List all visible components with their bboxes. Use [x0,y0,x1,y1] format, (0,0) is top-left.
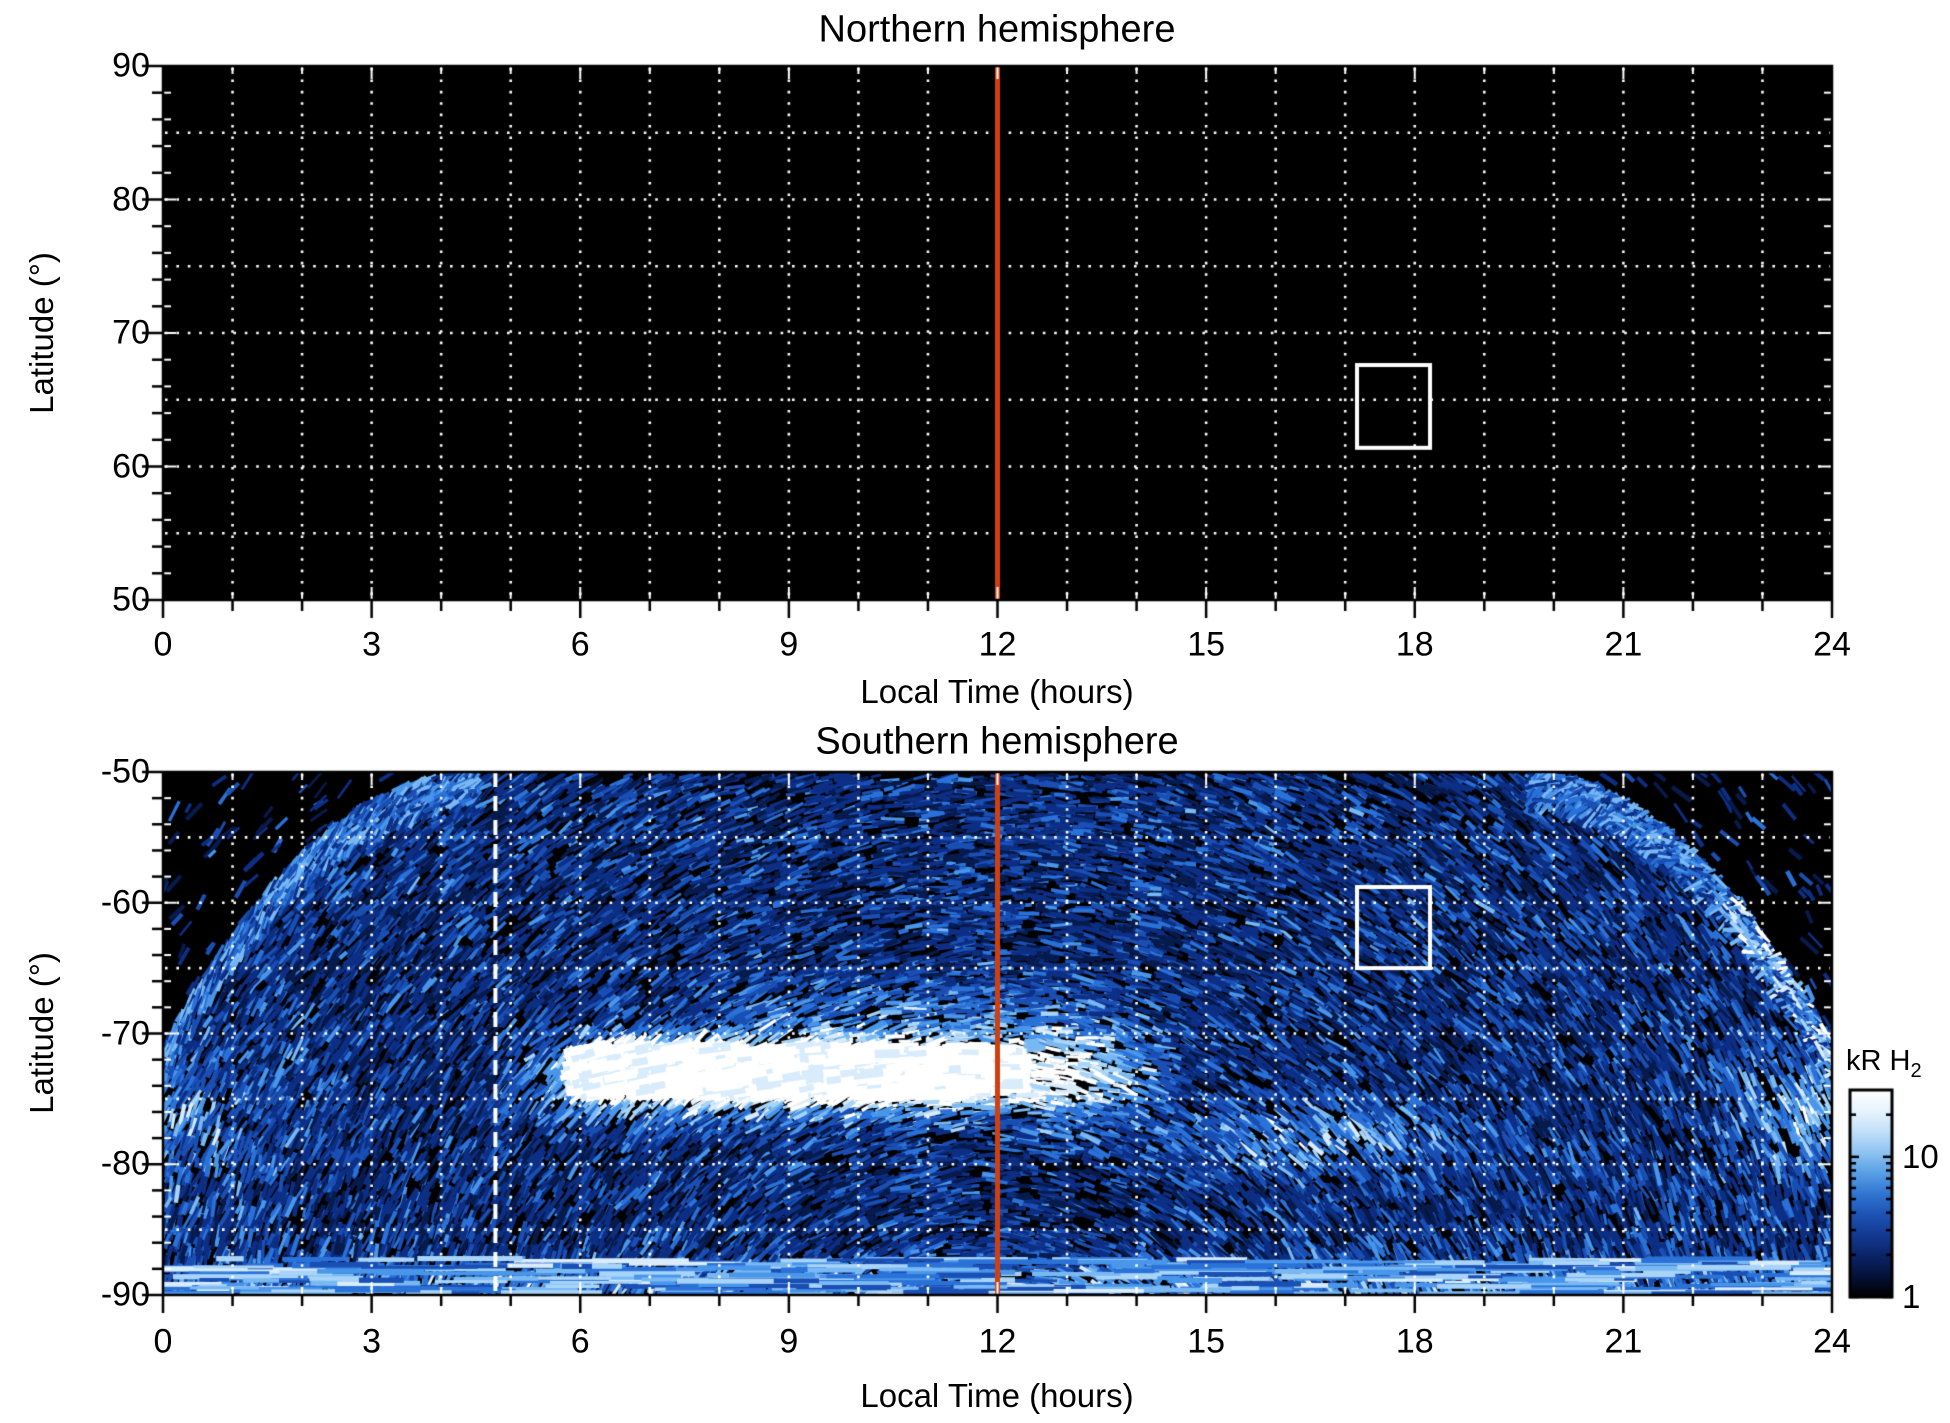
colorbar-title-main: kR H [1846,1045,1911,1078]
y-tick-label: -70 [100,1014,150,1052]
x-tick-label: 6 [570,625,590,664]
north-x-axis-title: Local Time (hours) [860,673,1134,710]
north-y-axis-title: Latitude (°) [23,252,60,414]
x-tick-label: 21 [1604,1322,1643,1361]
colorbar-title-subscript: 2 [1910,1059,1922,1082]
x-tick-label: 9 [779,625,799,664]
y-tick-label: -80 [100,1144,150,1183]
y-tick-label: 60 [112,447,150,485]
colorbar-tick-label: 10 [1902,1137,1939,1175]
x-tick-label: 15 [1187,625,1226,664]
south-x-axis-title: Local Time (hours) [860,1377,1134,1414]
colorbar-title: kR H2 [1846,1045,1922,1083]
x-tick-label: 15 [1187,1322,1226,1361]
y-tick-label: 50 [112,580,150,619]
south-y-axis-title: Latitude (°) [23,952,60,1114]
x-tick-label: 18 [1395,1322,1434,1361]
x-tick-label: 18 [1395,625,1434,664]
x-tick-label: 6 [570,1322,590,1361]
y-tick-label: -50 [100,752,150,791]
y-tick-label: 90 [112,46,150,85]
x-tick-label: 3 [362,625,382,664]
north-panel-title: Northern hemisphere [818,8,1176,51]
colorbar-tick-label: 1 [1902,1278,1921,1315]
y-tick-label: -90 [100,1275,150,1314]
x-tick-label: 3 [362,1322,382,1361]
x-tick-label: 0 [153,1322,173,1361]
x-tick-label: 24 [1813,1322,1851,1361]
y-tick-label: 70 [112,313,150,352]
x-tick-label: 21 [1604,625,1643,664]
x-tick-label: 12 [978,1322,1017,1361]
y-tick-label: 80 [112,180,150,218]
x-tick-label: 12 [978,625,1017,664]
y-tick-label: -60 [100,883,150,922]
x-tick-label: 0 [153,625,173,664]
south-panel-title: Southern hemisphere [815,720,1179,763]
x-tick-label: 9 [779,1322,799,1361]
x-tick-label: 24 [1813,625,1851,664]
